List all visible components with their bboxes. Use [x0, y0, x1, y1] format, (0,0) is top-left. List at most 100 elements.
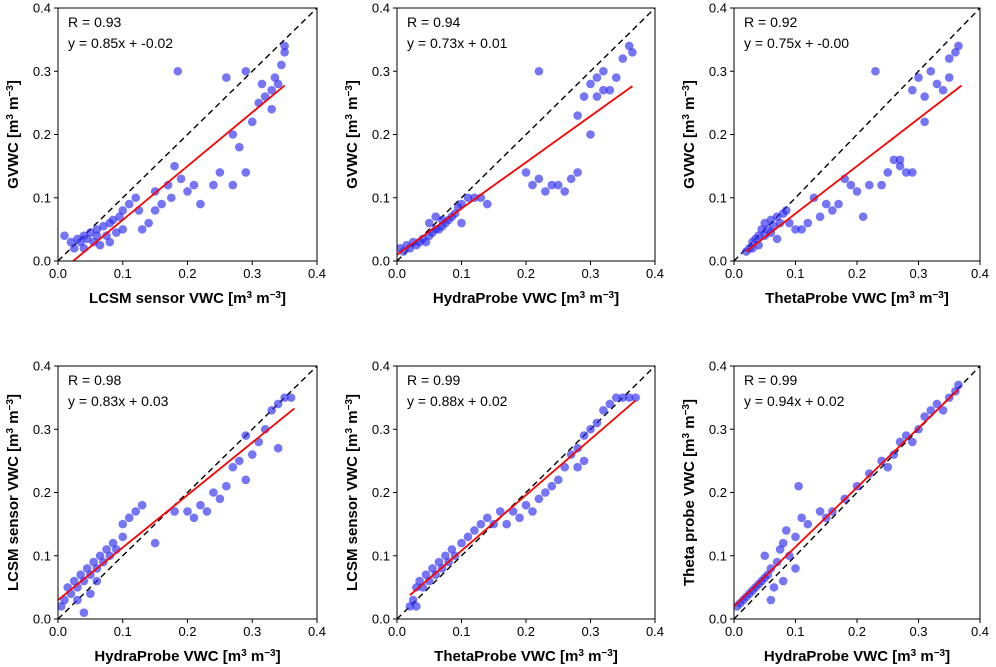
data-point [772, 557, 782, 567]
data-point [228, 130, 238, 139]
data-point [108, 215, 118, 225]
x-tick-label: 0.1 [114, 624, 132, 639]
data-point [434, 557, 444, 567]
data-point [95, 551, 105, 561]
data-point [508, 507, 518, 516]
x-tick-label: 0.4 [971, 624, 989, 639]
y-tick-label: 0.0 [709, 254, 727, 269]
data-point [170, 507, 179, 516]
data-point [521, 168, 531, 177]
y-tick-label: 0.2 [372, 127, 390, 142]
data-point [815, 212, 825, 222]
x-tick-label: 0.0 [49, 266, 67, 281]
r-annotation: R = 0.99 [744, 372, 798, 388]
data-point [781, 526, 791, 535]
x-tick-label: 0.0 [49, 624, 67, 639]
data-point [883, 168, 893, 177]
x-axis-label: HydraProbe VWC [m3 m−3] [433, 290, 619, 308]
data-point [901, 431, 911, 440]
data-point [92, 225, 102, 234]
data-point [791, 532, 800, 542]
data-point [871, 66, 880, 76]
data-point [908, 168, 917, 177]
data-point [566, 174, 576, 184]
x-axis-label: LCSM sensor VWC [m3 m−3] [89, 290, 286, 308]
x-tick-label: 0.1 [114, 266, 132, 281]
x-axis-label: ThetaProbe VWC [m3 m−3] [434, 648, 618, 666]
x-tick-label: 0.1 [786, 624, 804, 639]
data-point [944, 73, 954, 82]
y-axis-label: LCSM sensor VWC [m3 m−3] [5, 394, 23, 591]
data-point [599, 66, 608, 76]
y-tick-label: 0.4 [372, 1, 390, 16]
data-point [202, 507, 212, 516]
data-point [895, 161, 905, 171]
data-point [280, 47, 289, 57]
x-tick-label: 0.4 [646, 624, 664, 639]
x-tick-label: 0.3 [581, 266, 599, 281]
data-point [573, 462, 582, 472]
data-point [483, 199, 492, 209]
data-point [815, 507, 825, 516]
equation-annotation: y = 0.73x + 0.01 [407, 35, 508, 51]
data-point [86, 228, 95, 237]
data-point [170, 161, 179, 171]
y-tick-label: 0.4 [709, 359, 727, 374]
y-tick-label: 0.2 [372, 485, 390, 500]
data-point [592, 418, 602, 428]
data-point [280, 41, 289, 51]
equation-annotation: y = 0.88x + 0.02 [407, 393, 508, 409]
data-point [566, 450, 576, 459]
data-point [105, 551, 115, 561]
x-axis-label: HydraProbe VWC [m3 m−3] [764, 648, 950, 666]
data-point [528, 180, 537, 190]
data-point [102, 231, 111, 240]
y-tick-label: 0.1 [709, 548, 727, 563]
data-point [954, 380, 963, 390]
data-point [66, 589, 76, 598]
data-point [877, 180, 886, 190]
data-point [586, 79, 595, 89]
x-tick-label: 0.2 [517, 624, 535, 639]
data-point [592, 73, 602, 82]
equation-annotation: y = 0.75x + -0.00 [744, 35, 849, 51]
y-tick-label: 0.1 [709, 190, 727, 205]
data-point [579, 92, 589, 101]
x-tick-label: 0.2 [848, 266, 866, 281]
data-point [618, 54, 628, 63]
data-point [412, 583, 421, 592]
r-annotation: R = 0.93 [68, 14, 122, 30]
y-tick-label: 0.2 [709, 485, 727, 500]
x-tick-label: 0.2 [517, 266, 535, 281]
data-point [424, 218, 434, 228]
data-point [534, 66, 544, 76]
x-tick-label: 0.3 [909, 266, 927, 281]
data-point [521, 500, 531, 510]
data-point [889, 155, 899, 165]
x-tick-label: 0.0 [725, 624, 743, 639]
data-point [86, 589, 95, 598]
x-tick-label: 0.0 [725, 266, 743, 281]
y-tick-label: 0.0 [33, 254, 51, 269]
data-point [69, 576, 79, 586]
data-point [79, 608, 89, 617]
data-point [553, 180, 563, 190]
data-point [618, 393, 628, 402]
data-point [573, 111, 582, 120]
data-point [760, 551, 770, 561]
data-point [624, 393, 634, 402]
data-point [222, 73, 231, 82]
y-tick-label: 0.3 [372, 64, 390, 79]
data-point [235, 142, 244, 152]
data-point [865, 180, 874, 190]
x-tick-label: 0.1 [452, 266, 470, 281]
data-point [257, 79, 267, 89]
data-point [914, 73, 923, 82]
fit-line [71, 84, 286, 261]
data-point [599, 405, 608, 415]
data-point [579, 431, 589, 440]
y-tick-label: 0.4 [33, 1, 51, 16]
x-tick-label: 0.4 [308, 266, 326, 281]
data-point [534, 494, 544, 504]
data-point [267, 85, 276, 95]
